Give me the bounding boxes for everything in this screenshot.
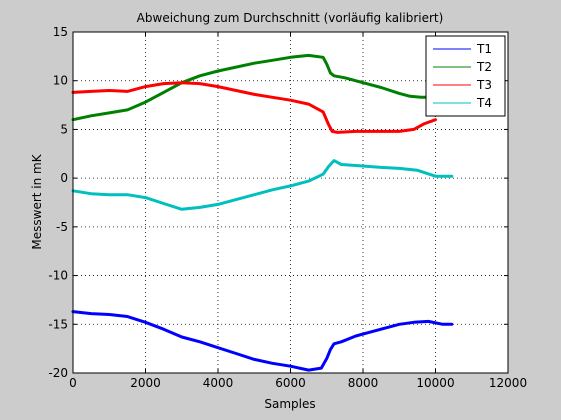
x-tick-label: 8000	[348, 376, 379, 390]
y-tick-label: -10	[48, 269, 68, 283]
grid	[73, 32, 508, 373]
series-line-t1	[71, 310, 454, 372]
legend-label-t1: T1	[476, 42, 492, 56]
legend-label-t3: T3	[476, 78, 492, 92]
legend-box	[425, 35, 506, 117]
y-axis-label: Messwert in mK	[30, 153, 44, 249]
axis-ticks: 0 2000 4000 6000 8000 10000 12000 -20 -15 -10 -5 0 5…	[48, 25, 527, 390]
x-tick-label: 2000	[130, 376, 161, 390]
chart-title: Abweichung zum Durchschnitt (vorläufig k…	[137, 11, 444, 25]
y-tick-label: 5	[60, 122, 68, 136]
x-tick-label: 6000	[275, 376, 306, 390]
series-lines	[71, 53, 454, 372]
series-line-t2	[71, 53, 437, 122]
y-tick-label: 10	[53, 74, 68, 88]
x-tick-label: 4000	[203, 376, 234, 390]
y-tick-label: 15	[53, 25, 68, 39]
x-tick-label: 12000	[489, 376, 527, 390]
series-line-t3	[71, 81, 437, 134]
legend: T1 T2 T3 T4	[425, 35, 506, 117]
legend-label-t4: T4	[476, 96, 492, 110]
x-tick-label: 10000	[416, 376, 454, 390]
x-axis-label: Samples	[264, 397, 315, 411]
y-tick-label: -20	[48, 366, 68, 380]
legend-label-t2: T2	[476, 60, 492, 74]
y-tick-label: -15	[48, 317, 68, 331]
y-tick-label: 0	[60, 171, 68, 185]
x-tick-label: 0	[69, 376, 77, 390]
series-line-t4	[71, 159, 454, 211]
y-tick-label: -5	[56, 220, 68, 234]
